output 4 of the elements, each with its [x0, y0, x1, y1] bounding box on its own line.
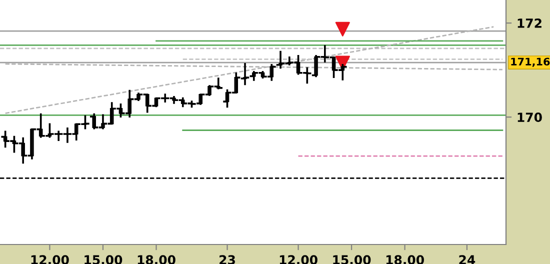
ref-line-label: 171,16 [511, 58, 550, 67]
y-tick-label: 170 [518, 112, 542, 122]
y-tick-label: 172 [518, 18, 542, 28]
x-tick-label: 24 [459, 255, 476, 264]
